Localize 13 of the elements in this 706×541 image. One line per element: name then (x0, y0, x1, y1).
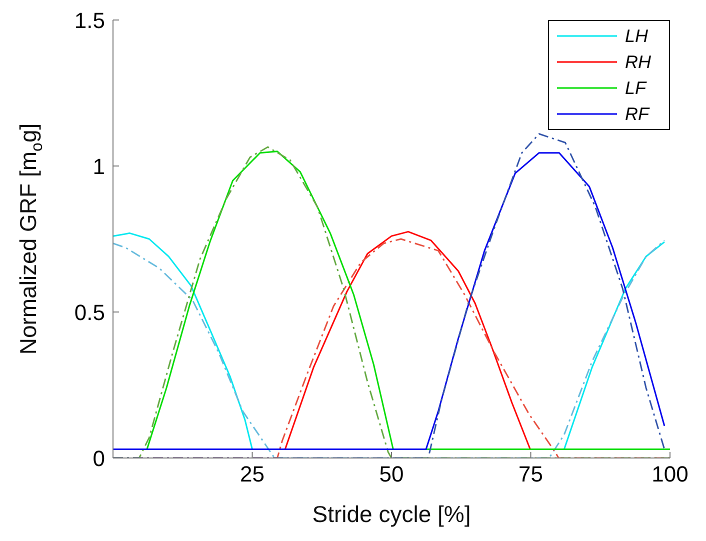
y-tick-label: 1 (92, 154, 105, 179)
legend-label: RH (625, 52, 652, 72)
x-axis-title: Stride cycle [%] (312, 501, 471, 527)
legend-label: RF (625, 104, 651, 124)
x-tick-label: 50 (379, 462, 404, 487)
y-tick-label: 1.5 (74, 8, 105, 33)
legend-label: LF (625, 78, 648, 98)
y-tick-label: 0 (92, 446, 105, 471)
y-tick-label: 0.5 (74, 300, 105, 325)
x-tick-label: 25 (240, 462, 264, 487)
legend-label: LH (625, 26, 650, 46)
x-tick-label: 75 (518, 462, 543, 487)
x-tick-label: 100 (652, 462, 688, 487)
